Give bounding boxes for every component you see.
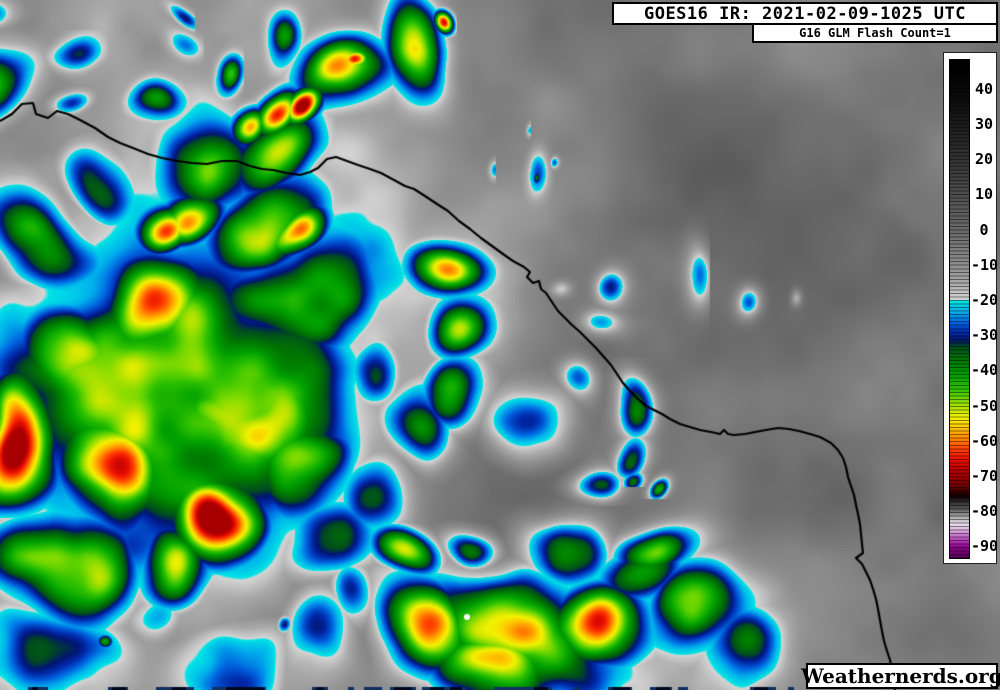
watermark-box: Weathernerds.org	[801, 663, 1000, 689]
colorbar-tick-label: 40	[974, 79, 994, 98]
colorbar-hatch-lines	[950, 60, 969, 558]
colorbar-tick-label: 0	[979, 220, 989, 239]
title-text: GOES16 IR: 2021-02-09-1025 UTC	[643, 3, 967, 24]
title-bar: GOES16 IR: 2021-02-09-1025 UTC	[612, 2, 998, 25]
glm-flash-count-text: G16 GLM Flash Count=1	[799, 26, 951, 40]
colorbar-tick-label: -80	[971, 502, 999, 521]
glm-flash-count-bar: G16 GLM Flash Count=1	[752, 25, 998, 43]
colorbar-tick-label: -50	[971, 396, 999, 415]
colorbar-tick-label: -70	[971, 467, 999, 486]
colorbar-tick-label: -30	[971, 326, 999, 345]
colorbar-tick-label: -10	[971, 255, 999, 274]
colorbar-tick-label: 20	[974, 150, 994, 169]
watermark-text: Weathernerds.org	[801, 664, 1000, 688]
colorbar-tick-label: -40	[971, 361, 999, 380]
colorbar-tick-label: 30	[974, 115, 994, 134]
colorbar-tick-label: -60	[971, 431, 999, 450]
colorbar-tick-label: -20	[971, 291, 999, 310]
colorbar-gradient	[949, 59, 970, 559]
colorbar-tick-label: -90	[971, 537, 999, 556]
colorbar-panel: 40 30 20 10 0 -10 -20 -30 -40 -50 -60 -70 -80 -90	[943, 52, 999, 564]
colorbar-tick-label: 10	[974, 185, 994, 204]
